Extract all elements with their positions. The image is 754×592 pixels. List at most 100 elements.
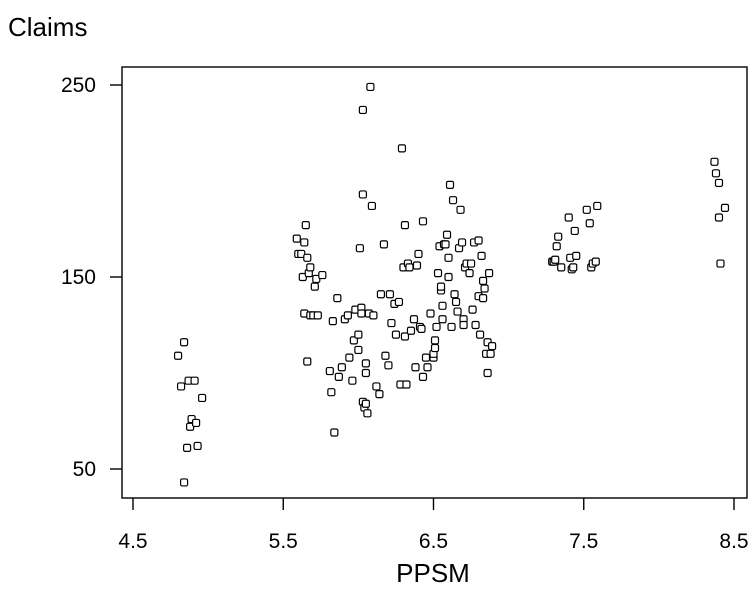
data-point [358,105,367,115]
data-point [375,390,384,399]
x-tick-label: 7.5 [569,530,598,553]
data-point [343,311,352,320]
data-point [453,307,462,316]
data-point [303,357,312,366]
data-point [557,263,566,272]
data-point [192,418,201,428]
data-point [409,315,419,324]
data-point [447,322,456,332]
data-point [182,443,192,452]
data-point [412,261,422,270]
data-point [306,263,315,272]
data-point [572,251,581,260]
data-point [423,363,432,372]
data-point [465,269,474,278]
data-point [436,282,446,291]
data-point [384,361,393,370]
data-point [355,244,364,253]
data-point [198,393,207,403]
data-point [358,190,367,199]
data-point [411,363,420,372]
data-point [487,342,497,351]
y-tick-label: 250 [61,74,96,97]
data-point [457,238,467,247]
data-point [357,309,366,318]
data-point [474,236,483,245]
data-point [585,219,594,228]
data-point [405,263,414,272]
data-point [444,272,453,282]
data-point [367,201,376,211]
data-point [432,322,441,332]
data-point [430,343,440,353]
data-point [173,351,183,360]
data-point [354,345,363,355]
data-point [361,399,370,408]
data-point [333,294,342,303]
data-point [475,330,485,339]
data-point [451,297,461,307]
data-point [414,249,423,259]
data-point [720,203,730,212]
x-tick-label: 5.5 [269,530,298,553]
data-point [330,428,339,437]
data-point [417,324,426,333]
data-points [173,82,730,487]
data-point [385,290,395,299]
data-point [354,330,363,339]
x-axis-title: PPSM [396,558,470,588]
data-point [445,180,455,189]
data-point [438,315,447,324]
data-point [448,196,458,205]
data-point [442,230,452,239]
data-point [484,269,494,278]
data-point [552,242,561,251]
data-point [397,144,407,153]
data-point [711,169,721,178]
y-axis-title: Claims [8,12,87,42]
y-tick-label: 50 [73,458,96,481]
data-point [421,353,431,362]
data-point [430,336,440,345]
data-point [444,253,453,262]
data-point [406,326,416,335]
data-point [418,372,428,381]
data-point [483,368,492,378]
data-point [426,309,435,318]
data-point [551,255,560,264]
data-point [179,338,189,347]
data-point [456,205,465,214]
x-tick-label: 8.5 [719,530,748,553]
data-point [480,284,489,293]
data-point [325,366,334,376]
plot-frame [121,66,748,499]
data-point [372,382,381,391]
data-point [570,226,579,236]
x-axis: 4.5 5.5 6.5 7.5 8.5 [118,498,749,553]
data-point [391,330,401,339]
data-point [292,234,301,243]
data-point [190,376,199,385]
data-point [381,351,390,360]
data-point [554,232,563,241]
data-point [303,253,312,262]
data-point [418,217,428,226]
x-tick-label: 4.5 [118,530,147,553]
data-point [710,157,719,166]
data-point [300,238,309,247]
data-point [564,213,573,222]
data-point [366,82,375,92]
data-point [328,317,337,326]
data-point [478,276,488,285]
data-point [363,409,372,418]
data-point [310,282,319,291]
data-point [714,213,724,222]
data-point [716,259,725,268]
data-point [486,349,495,358]
data-point [591,257,600,266]
data-point [441,240,450,249]
data-point [478,294,488,303]
data-point [387,318,396,328]
x-tick-label: 6.5 [419,530,448,553]
